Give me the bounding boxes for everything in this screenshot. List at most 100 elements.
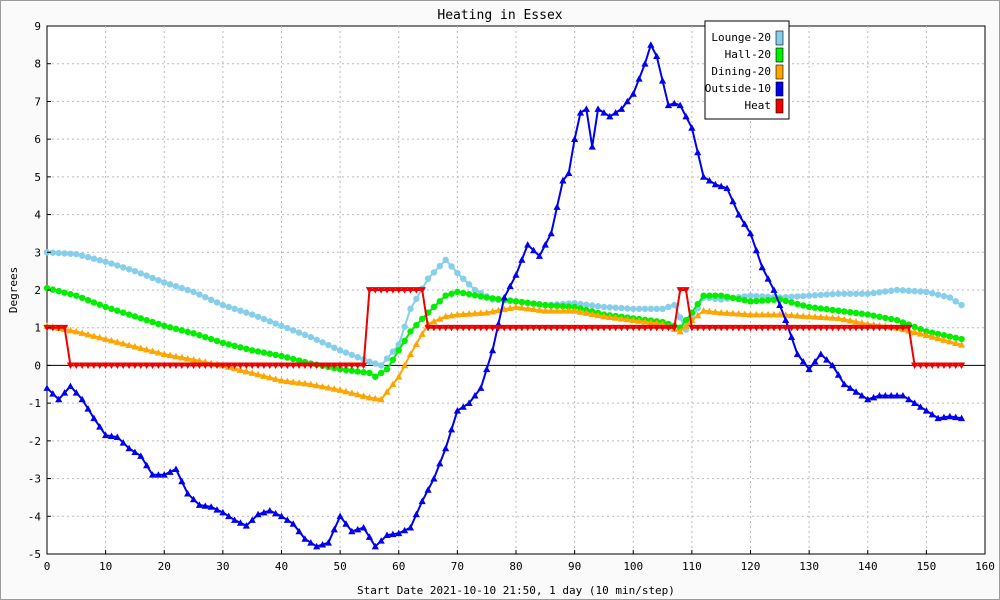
data-point [442, 312, 450, 320]
data-point [905, 395, 913, 403]
data-point [201, 502, 209, 509]
data-point [694, 324, 702, 332]
data-point [717, 292, 725, 299]
data-point [149, 318, 156, 326]
data-point [389, 287, 397, 294]
data-point [571, 307, 579, 314]
data-point [823, 356, 831, 363]
data-point [137, 270, 144, 277]
data-point [120, 264, 127, 271]
data-point [254, 348, 262, 355]
data-point [119, 362, 127, 370]
data-point [295, 527, 303, 535]
data-point [864, 311, 871, 318]
data-point [248, 311, 256, 318]
data-point [383, 388, 391, 395]
data-point [166, 351, 174, 359]
data-point [676, 101, 684, 109]
data-point [905, 287, 912, 294]
x-tick-label: 90 [568, 560, 581, 573]
y-tick-label: 4 [34, 209, 41, 222]
data-point [236, 519, 245, 526]
data-point [318, 382, 327, 390]
data-point [196, 291, 203, 298]
data-point [96, 257, 103, 264]
data-point [571, 324, 579, 332]
data-point [412, 510, 420, 518]
data-point [934, 291, 942, 298]
data-point [325, 341, 332, 349]
data-point [911, 323, 918, 331]
data-point [66, 326, 75, 334]
data-point [119, 439, 127, 446]
data-point [705, 307, 714, 315]
data-point [600, 109, 608, 116]
data-point [184, 490, 192, 497]
data-point [946, 294, 954, 301]
y-tick-label: -4 [28, 510, 42, 523]
data-point [811, 304, 819, 311]
data-point [307, 380, 315, 388]
data-point [764, 310, 772, 318]
data-point [202, 333, 209, 341]
data-point [72, 389, 80, 396]
data-point [365, 287, 374, 294]
data-point [882, 288, 889, 295]
x-tick-label: 150 [916, 560, 936, 573]
data-point [753, 292, 760, 300]
data-point [547, 324, 555, 332]
data-point [612, 314, 620, 321]
data-point [929, 329, 936, 336]
data-point [664, 101, 673, 109]
data-point [354, 390, 362, 398]
data-point [231, 342, 238, 350]
data-point [846, 324, 854, 332]
data-point [512, 303, 520, 310]
data-point [711, 308, 719, 315]
data-point [752, 324, 760, 332]
data-point [893, 286, 901, 294]
data-point [488, 307, 497, 315]
data-point [940, 413, 948, 421]
data-point [401, 323, 408, 330]
data-point [488, 324, 497, 332]
data-point [78, 362, 86, 370]
data-point [219, 508, 227, 516]
data-point [670, 324, 678, 332]
data-point [811, 292, 819, 299]
legend-swatch [775, 30, 784, 46]
data-point [600, 312, 608, 320]
data-point [700, 173, 708, 180]
data-point [131, 267, 139, 275]
data-point [108, 305, 115, 313]
data-point [178, 353, 186, 361]
data-point [78, 252, 86, 259]
data-point [137, 315, 144, 322]
data-point [160, 471, 168, 478]
data-point [424, 486, 432, 493]
data-point [125, 444, 133, 452]
data-point [137, 452, 145, 459]
data-point [272, 362, 280, 370]
data-point [143, 362, 151, 370]
data-point [834, 324, 843, 332]
data-point [237, 344, 244, 351]
data-point [524, 241, 532, 248]
data-point [67, 290, 74, 298]
data-point [419, 315, 426, 323]
legend: Lounge-20 Hall-20 Dining-20 Outside-10 Heat [704, 20, 790, 120]
data-point [917, 326, 924, 333]
data-point [336, 362, 344, 370]
data-point [131, 448, 139, 456]
data-point [576, 324, 585, 332]
data-point [535, 324, 544, 332]
data-point [78, 395, 86, 403]
data-point [588, 324, 596, 332]
data-point [102, 258, 109, 265]
data-point [102, 335, 110, 342]
data-point [319, 339, 326, 346]
data-point [207, 503, 215, 510]
data-point [189, 495, 198, 503]
data-point [131, 313, 139, 320]
data-point [922, 331, 930, 339]
